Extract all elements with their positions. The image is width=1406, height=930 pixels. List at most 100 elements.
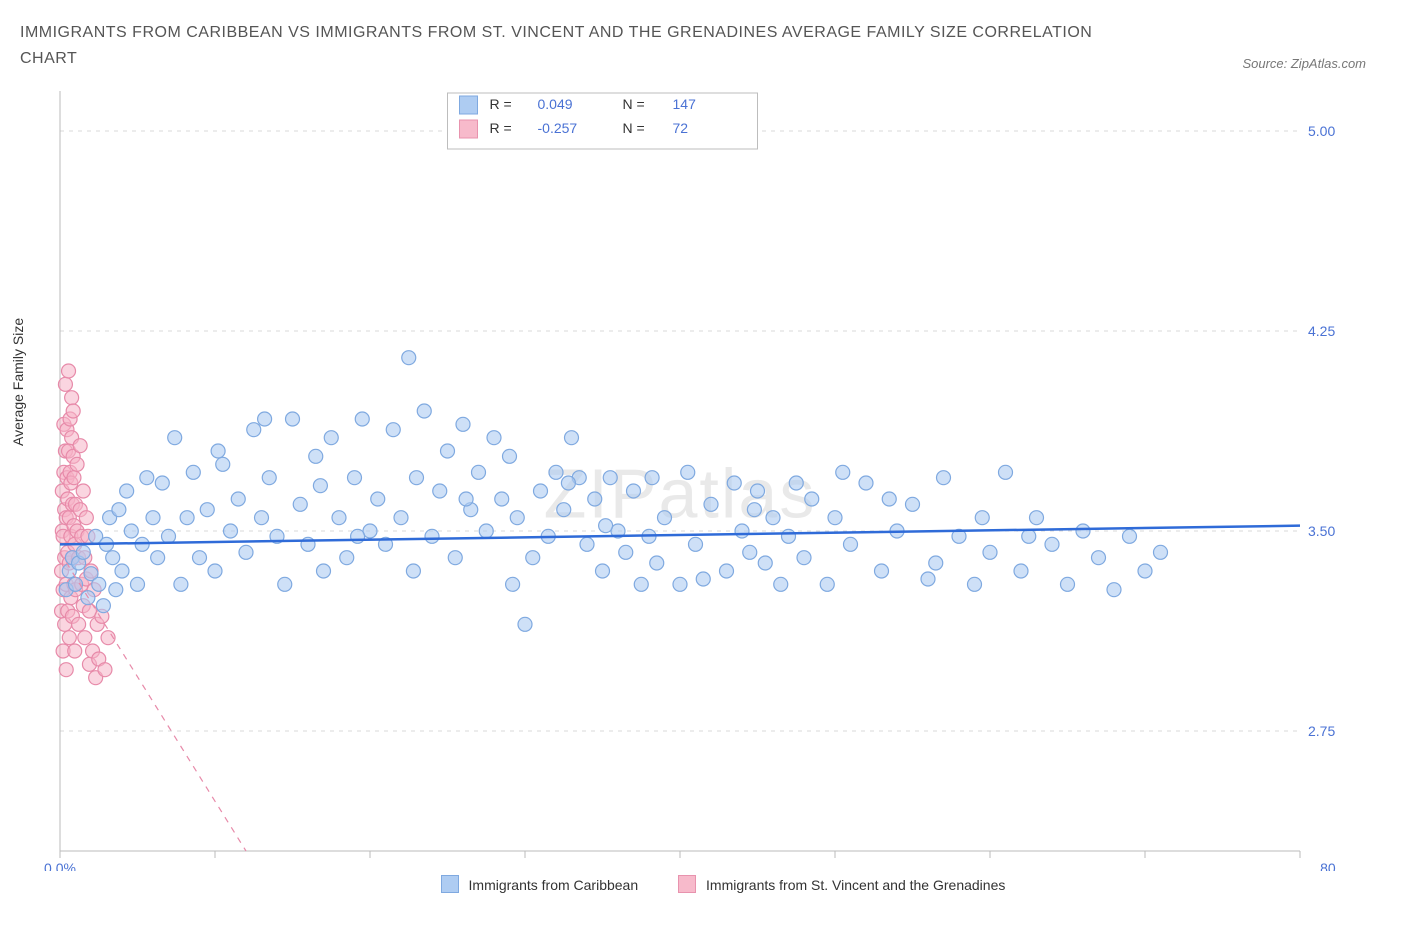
data-point-caribbean xyxy=(351,530,365,544)
data-point-caribbean xyxy=(599,519,613,533)
data-point-caribbean xyxy=(340,551,354,565)
data-point-caribbean xyxy=(704,498,718,512)
data-point-caribbean xyxy=(155,476,169,490)
data-point-caribbean xyxy=(200,503,214,517)
data-point-caribbean xyxy=(106,551,120,565)
data-point-caribbean xyxy=(844,538,858,552)
trend-line-stvincent xyxy=(60,553,246,852)
y-axis-label: Average Family Size xyxy=(10,318,26,446)
data-point-caribbean xyxy=(239,546,253,560)
legend-r-value: 0.049 xyxy=(538,96,573,112)
data-point-stvincent xyxy=(76,484,90,498)
data-point-caribbean xyxy=(355,412,369,426)
data-point-caribbean xyxy=(503,450,517,464)
data-point-caribbean xyxy=(968,578,982,592)
data-point-caribbean xyxy=(681,466,695,480)
data-point-caribbean xyxy=(406,564,420,578)
data-point-caribbean xyxy=(797,551,811,565)
data-point-stvincent xyxy=(58,378,72,392)
data-point-caribbean xyxy=(696,572,710,586)
data-point-stvincent xyxy=(79,511,93,525)
data-point-caribbean xyxy=(518,618,532,632)
data-point-caribbean xyxy=(211,444,225,458)
data-point-caribbean xyxy=(526,551,540,565)
x-tick-label: 0.0% xyxy=(44,860,76,871)
data-point-caribbean xyxy=(208,564,222,578)
data-point-caribbean xyxy=(324,431,338,445)
data-point-caribbean xyxy=(1123,530,1137,544)
legend-n-label: N = xyxy=(623,96,645,112)
data-point-caribbean xyxy=(747,503,761,517)
data-point-caribbean xyxy=(309,450,323,464)
data-point-caribbean xyxy=(1045,538,1059,552)
data-point-caribbean xyxy=(937,471,951,485)
data-point-caribbean xyxy=(258,412,272,426)
data-point-caribbean xyxy=(596,564,610,578)
data-point-caribbean xyxy=(1092,551,1106,565)
data-point-stvincent xyxy=(72,618,86,632)
source-label: Source: ZipAtlas.com xyxy=(1242,56,1366,71)
data-point-caribbean xyxy=(789,476,803,490)
data-point-caribbean xyxy=(743,546,757,560)
data-point-caribbean xyxy=(506,578,520,592)
legend-n-value: 72 xyxy=(673,120,689,136)
data-point-stvincent xyxy=(78,631,92,645)
legend-n-value: 147 xyxy=(673,96,697,112)
data-point-caribbean xyxy=(231,492,245,506)
data-point-caribbean xyxy=(1030,511,1044,525)
data-point-caribbean xyxy=(146,511,160,525)
data-point-caribbean xyxy=(1061,578,1075,592)
data-point-caribbean xyxy=(286,412,300,426)
data-point-caribbean xyxy=(180,511,194,525)
data-point-stvincent xyxy=(65,391,79,405)
x-tick-label: 80.0% xyxy=(1320,860,1340,871)
data-point-caribbean xyxy=(371,492,385,506)
legend-r-label: R = xyxy=(490,120,512,136)
data-point-stvincent xyxy=(73,439,87,453)
data-point-caribbean xyxy=(751,484,765,498)
data-point-caribbean xyxy=(650,556,664,570)
data-point-caribbean xyxy=(557,503,571,517)
data-point-caribbean xyxy=(634,578,648,592)
data-point-caribbean xyxy=(534,484,548,498)
chart-title: IMMIGRANTS FROM CARIBBEAN VS IMMIGRANTS … xyxy=(20,20,1120,71)
data-point-caribbean xyxy=(441,444,455,458)
data-point-caribbean xyxy=(168,431,182,445)
data-point-caribbean xyxy=(805,492,819,506)
data-point-caribbean xyxy=(162,530,176,544)
data-point-caribbean xyxy=(193,551,207,565)
data-point-caribbean xyxy=(975,511,989,525)
data-point-caribbean xyxy=(224,524,238,538)
data-point-caribbean xyxy=(1138,564,1152,578)
data-point-caribbean xyxy=(459,492,473,506)
data-point-caribbean xyxy=(906,498,920,512)
legend-n-label: N = xyxy=(623,120,645,136)
data-point-caribbean xyxy=(727,476,741,490)
data-point-caribbean xyxy=(247,423,261,437)
data-point-caribbean xyxy=(92,578,106,592)
data-point-caribbean xyxy=(120,484,134,498)
data-point-caribbean xyxy=(828,511,842,525)
data-point-caribbean xyxy=(348,471,362,485)
data-point-stvincent xyxy=(62,631,76,645)
y-tick-label: 5.00 xyxy=(1308,123,1335,139)
data-point-caribbean xyxy=(394,511,408,525)
data-point-stvincent xyxy=(59,663,73,677)
legend-label-caribbean: Immigrants from Caribbean xyxy=(469,877,639,893)
data-point-caribbean xyxy=(479,524,493,538)
data-point-caribbean xyxy=(627,484,641,498)
data-point-caribbean xyxy=(1076,524,1090,538)
data-point-caribbean xyxy=(758,556,772,570)
data-point-caribbean xyxy=(186,466,200,480)
data-point-caribbean xyxy=(487,431,501,445)
data-point-stvincent xyxy=(98,663,112,677)
data-point-caribbean xyxy=(151,551,165,565)
scatter-chart: ZIPatlas2.753.504.255.000.0%80.0%R =0.04… xyxy=(20,81,1340,871)
legend-swatch-stvincent xyxy=(678,875,696,893)
data-point-caribbean xyxy=(565,431,579,445)
data-point-stvincent xyxy=(66,404,80,418)
data-point-caribbean xyxy=(174,578,188,592)
data-point-caribbean xyxy=(983,546,997,560)
data-point-caribbean xyxy=(580,538,594,552)
data-point-caribbean xyxy=(124,524,138,538)
